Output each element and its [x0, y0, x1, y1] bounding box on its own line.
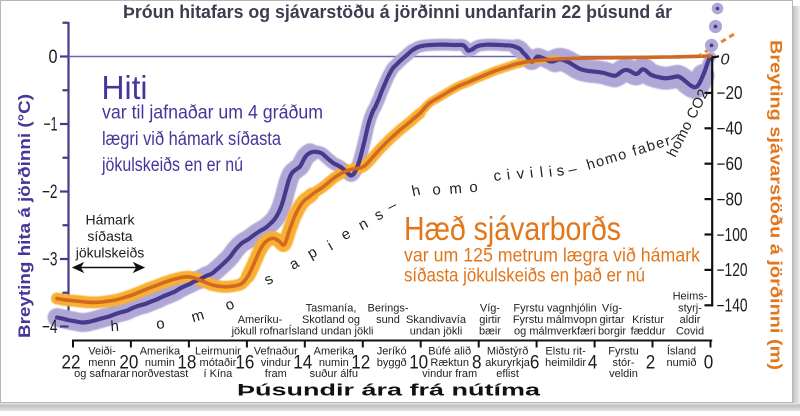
svg-text:síðasta: síðasta [87, 228, 132, 244]
svg-text:Leirmunir: Leirmunir [195, 346, 241, 358]
svg-text:Kristur: Kristur [632, 314, 664, 326]
svg-text:var um 125 metrum lægra við há: var um 125 metrum lægra við hámark [404, 246, 700, 267]
svg-text:Skandivavía: Skandivavía [406, 314, 467, 326]
svg-text:o: o [431, 181, 441, 199]
svg-text:6: 6 [530, 351, 540, 373]
svg-text:Hámark: Hámark [85, 212, 135, 228]
svg-text:veldin: veldin [609, 368, 638, 380]
svg-text:Amerika: Amerika [314, 346, 355, 358]
svg-text:menn: menn [88, 357, 116, 369]
svg-text:−100: −100 [717, 225, 748, 245]
svg-text:norðvestast: norðvestast [131, 368, 188, 380]
svg-text:0: 0 [704, 351, 714, 373]
svg-text:0: 0 [721, 52, 730, 69]
svg-text:lægri við hámark síðasta: lægri við hámark síðasta [102, 129, 281, 150]
svg-text:numin: numin [145, 357, 175, 369]
svg-text:Fyrstu málmvopn: Fyrstu málmvopn [513, 314, 597, 326]
svg-text:Hæð sjávarborðs: Hæð sjávarborðs [404, 210, 621, 247]
svg-text:Fyrstu vagnhjólin: Fyrstu vagnhjólin [513, 303, 596, 315]
svg-text:numin: numin [319, 357, 349, 369]
svg-text:Elstu rit-: Elstu rit- [545, 346, 586, 358]
svg-text:Þúsundir ára frá nútíma: Þúsundir ára frá nútíma [237, 382, 541, 400]
svg-text:Ameríku-: Ameríku- [238, 314, 283, 326]
svg-text:í Kína: í Kína [204, 368, 234, 380]
svg-text:borgir: borgir [598, 326, 626, 338]
svg-text:styrj-: styrj- [678, 303, 702, 315]
svg-text:Búfé alið: Búfé alið [428, 346, 471, 358]
svg-text:−140: −140 [717, 296, 748, 316]
svg-text:Þróun hitafars og sjávarstöðu: Þróun hitafars og sjávarstöðu á jörðinni… [123, 1, 672, 22]
svg-text:−80: −80 [717, 189, 743, 209]
svg-text:−20: −20 [717, 83, 743, 103]
svg-text:Hiti: Hiti [102, 69, 148, 106]
svg-text:aldir: aldir [680, 314, 701, 326]
svg-text:síðasta jökulskeiðs en það er: síðasta jökulskeiðs en það er nú [404, 266, 645, 287]
svg-text:jökull rofnar: jökull rofnar [231, 326, 289, 338]
svg-text:Fyrstu: Fyrstu [608, 346, 639, 358]
svg-text:Miðstýrð: Miðstýrð [487, 346, 529, 358]
svg-text:−2: −2 [42, 182, 58, 203]
svg-text:eflist: eflist [496, 368, 519, 380]
svg-text:Veiði-: Veiði- [88, 346, 116, 358]
svg-text:og safnarar: og safnarar [74, 368, 130, 380]
svg-text:numið: numið [667, 357, 697, 369]
svg-text:Vefnaður: Vefnaður [254, 346, 298, 358]
svg-text:2: 2 [646, 351, 656, 373]
svg-text:Breyting hita á jörðinni (°C): Breyting hita á jörðinni (°C) [15, 94, 34, 338]
svg-text:−4: −4 [42, 317, 58, 338]
svg-text:fram: fram [265, 368, 287, 380]
svg-text:var til jafnaðar um 4 gráðum: var til jafnaðar um 4 gráðum [102, 103, 323, 124]
svg-text:suður álfu: suður álfu [310, 368, 358, 380]
svg-text:4: 4 [588, 351, 598, 373]
svg-text:Heims-: Heims- [673, 291, 708, 303]
svg-text:0: 0 [49, 47, 58, 68]
svg-text:akuryrkja: akuryrkja [485, 357, 531, 369]
svg-text:−3: −3 [42, 249, 58, 270]
svg-text:mótaðir: mótaðir [200, 357, 237, 369]
svg-text:Amerika: Amerika [140, 346, 181, 358]
svg-text:−120: −120 [717, 260, 748, 280]
svg-text:sund: sund [376, 314, 400, 326]
svg-text:m: m [449, 180, 463, 198]
svg-text:Víg-: Víg- [602, 303, 623, 315]
svg-text:−60: −60 [717, 154, 743, 174]
svg-text:jökulskeiðs en er nú: jökulskeiðs en er nú [101, 155, 243, 176]
svg-text:Covid: Covid [676, 326, 704, 338]
svg-text:Breyting sjávarstöðu á jörðinn: Breyting sjávarstöðu á jörðinni (m) [767, 40, 786, 370]
svg-text:stór-: stór- [613, 357, 635, 369]
svg-text:heimildir: heimildir [545, 357, 586, 369]
svg-text:Ræktun: Ræktun [430, 357, 469, 369]
svg-text:girtir: girtir [479, 314, 501, 326]
svg-text:vindur fram: vindur fram [422, 368, 477, 380]
svg-text:og málmverkfæri: og málmverkfæri [514, 326, 596, 338]
svg-text:undan jökli: undan jökli [410, 326, 463, 338]
svg-text:Víg-: Víg- [480, 303, 501, 315]
svg-text:Skotland og: Skotland og [302, 314, 360, 326]
svg-text:−40: −40 [717, 119, 743, 139]
svg-text:Ísland: Ísland [667, 345, 696, 358]
svg-text:Jeríkó: Jeríkó [377, 346, 407, 358]
svg-text:Berings-: Berings- [368, 303, 409, 315]
svg-text:bæir: bæir [479, 326, 501, 338]
svg-text:fæddur: fæddur [631, 326, 666, 338]
svg-text:vindur: vindur [261, 357, 291, 369]
svg-text:Ísland undan jökli: Ísland undan jökli [288, 325, 373, 338]
svg-text:h: h [110, 318, 120, 336]
svg-text:Tasmanía,: Tasmanía, [306, 303, 357, 315]
svg-text:−1: −1 [44, 114, 58, 135]
svg-text:jökulskeiðs: jökulskeiðs [75, 245, 144, 261]
svg-text:byggð: byggð [377, 357, 407, 369]
svg-text:girtar: girtar [599, 314, 624, 326]
